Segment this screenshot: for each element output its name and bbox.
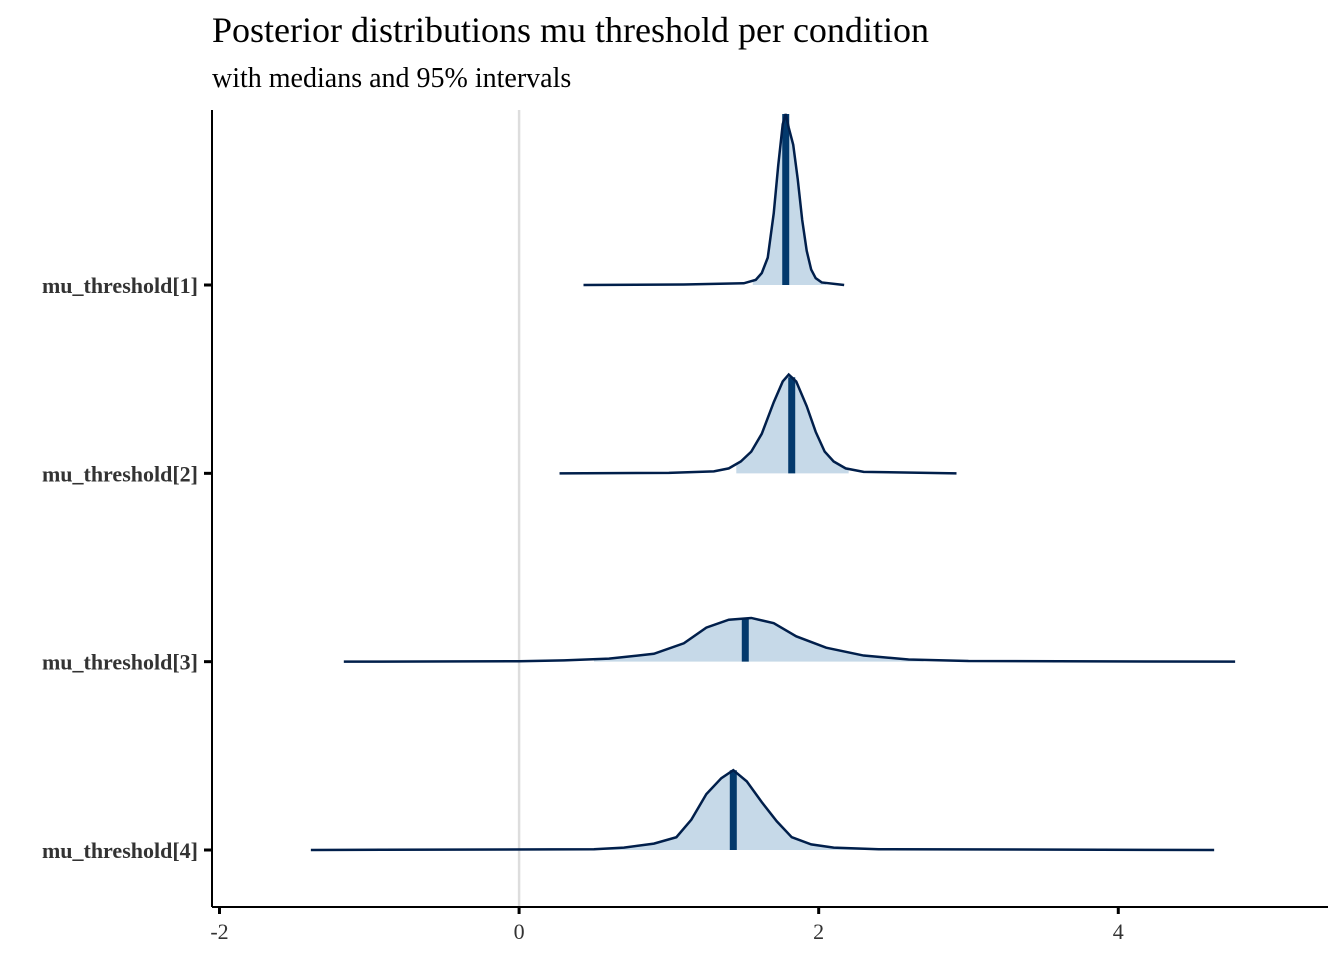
density-layer	[310, 113, 1236, 852]
x-tick-label-4: 4	[1113, 919, 1124, 944]
chart-subtitle: with medians and 95% intervals	[212, 63, 571, 94]
y-tick-label-2: mu_threshold[2]	[42, 461, 198, 486]
series-group-3	[343, 616, 1236, 663]
x-tick-label-1: -2	[210, 919, 228, 944]
interval-area-3	[593, 617, 924, 662]
density-curve-1	[583, 113, 845, 287]
density-curve-3	[343, 616, 1236, 663]
y-tick-label-3: mu_threshold[3]	[42, 650, 198, 675]
density-curve-2	[559, 372, 957, 475]
interval-area-1	[752, 114, 827, 285]
x-tick-label-3: 2	[813, 919, 824, 944]
series-group-1	[583, 113, 845, 287]
y-tick-label-1: mu_threshold[1]	[42, 273, 198, 298]
interval-area-4	[593, 770, 864, 850]
series-group-4	[310, 768, 1215, 852]
x-tick-label-2: 0	[514, 919, 525, 944]
y-tick-label-4: mu_threshold[4]	[42, 838, 198, 863]
series-group-2	[559, 372, 957, 475]
x-axis-ticks: -2 0 2 4	[210, 907, 1124, 944]
chart-title: Posterior distributions mu threshold per…	[212, 10, 929, 50]
density-curve-4	[310, 768, 1215, 852]
y-axis-ticks: mu_threshold[1] mu_threshold[2] mu_thresho…	[42, 273, 212, 863]
